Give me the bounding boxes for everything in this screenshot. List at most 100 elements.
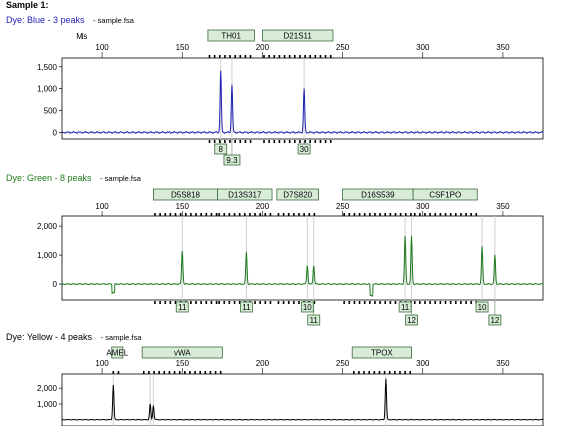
allele-mark (293, 213, 295, 216)
x-tick-label: 150 (176, 43, 190, 52)
ladder-mark (278, 140, 281, 143)
x-tick-label: 150 (176, 202, 190, 211)
dye-label: Dye: Blue - 3 peaks (6, 15, 85, 25)
x-tick-label: 100 (95, 202, 109, 211)
allele-mark (379, 213, 381, 216)
ladder-mark (174, 301, 177, 304)
allele-mark (142, 371, 145, 374)
locus-label: D5S818 (171, 191, 200, 200)
ladder-mark (200, 301, 202, 304)
allele-mark (184, 213, 187, 216)
allele-mark (259, 213, 261, 216)
y-tick-label: 0 (53, 280, 58, 289)
allele-mark (394, 213, 397, 216)
allele-mark (394, 371, 396, 374)
x-tick-label: 350 (496, 43, 510, 52)
allele-mark (178, 371, 181, 374)
x-tick-label: 200 (256, 43, 270, 52)
allele-box (307, 314, 321, 326)
locus-label: CSF1PO (429, 191, 461, 200)
allele-mark (343, 213, 345, 216)
allele-mark (249, 55, 252, 58)
allele-mark (460, 213, 462, 216)
ladder-mark (208, 140, 211, 143)
allele-mark (243, 213, 246, 216)
allele-mark (179, 213, 182, 216)
allele-mark (319, 55, 322, 58)
ladder-mark (287, 301, 290, 304)
ladder-mark (244, 140, 247, 143)
ladder-mark (159, 301, 161, 304)
locus-label: D21S11 (284, 32, 313, 41)
page-title: Sample 1: (6, 0, 49, 10)
allele-mark (409, 371, 412, 374)
allele-box (398, 301, 412, 313)
allele-mark (168, 371, 171, 374)
ladder-mark (169, 301, 172, 304)
ladder-mark (233, 301, 236, 304)
locus-label: D16S539 (361, 191, 395, 200)
ladder-mark (154, 301, 156, 304)
allele-mark (353, 213, 356, 216)
locus-label: TPOX (371, 349, 393, 358)
x-tick-label: 100 (95, 43, 109, 52)
allele-box (223, 154, 241, 166)
allele-box (214, 143, 228, 155)
locus-label: vWA (174, 349, 191, 358)
x-tick-label: 350 (496, 359, 510, 368)
allele-mark (159, 213, 161, 216)
allele-mark (117, 371, 120, 374)
allele-mark (244, 55, 247, 58)
allele-box (488, 314, 502, 326)
allele-mark (264, 213, 267, 216)
ladder-mark (384, 301, 387, 304)
allele-mark (218, 55, 221, 58)
locus-label: D13S317 (228, 191, 262, 200)
marker-label: is (82, 32, 88, 41)
allele-mark (190, 213, 192, 216)
allele-mark (208, 55, 211, 58)
allele-label: 12 (407, 316, 416, 325)
allele-mark (313, 213, 316, 216)
allele-mark (353, 371, 355, 374)
allele-mark (269, 213, 272, 216)
allele-mark (413, 213, 416, 216)
allele-box (300, 301, 314, 313)
ladder-mark (282, 301, 285, 304)
allele-mark (112, 371, 115, 374)
ladder-mark (213, 140, 216, 143)
ladder-mark (298, 301, 300, 304)
locus-bin (207, 29, 255, 42)
panel-yellow: AMEL vWA TPOX 100 150 200 250 300 350 1,000 2,000 (37, 346, 544, 426)
ladder-mark (309, 140, 311, 143)
allele-mark (184, 371, 186, 374)
allele-mark (238, 213, 241, 216)
ladder-mark (343, 301, 345, 304)
allele-box (239, 301, 253, 313)
allele-mark (373, 371, 376, 374)
allele-mark (378, 371, 381, 374)
allele-mark (424, 213, 426, 216)
locus-label: TH01 (221, 32, 241, 41)
allele-mark (223, 213, 226, 216)
ladder-mark (215, 301, 218, 304)
allele-mark (173, 371, 176, 374)
ladder-mark (218, 140, 221, 143)
allele-mark (384, 213, 387, 216)
allele-mark (348, 213, 351, 216)
ladder-mark (234, 140, 236, 143)
y-tick-label: 1,500 (37, 63, 58, 72)
y-tick-label: 1,000 (37, 400, 58, 409)
dye-label: Dye: Yellow - 4 peaks (6, 332, 93, 342)
allele-mark (288, 55, 291, 58)
allele-mark (214, 371, 217, 374)
allele-mark (148, 371, 150, 374)
allele-mark (383, 371, 386, 374)
ladder-mark (224, 140, 226, 143)
allele-mark (239, 55, 242, 58)
allele-mark (475, 213, 478, 216)
allele-mark (283, 55, 286, 58)
allele-mark (304, 55, 306, 58)
allele-mark (282, 213, 285, 216)
